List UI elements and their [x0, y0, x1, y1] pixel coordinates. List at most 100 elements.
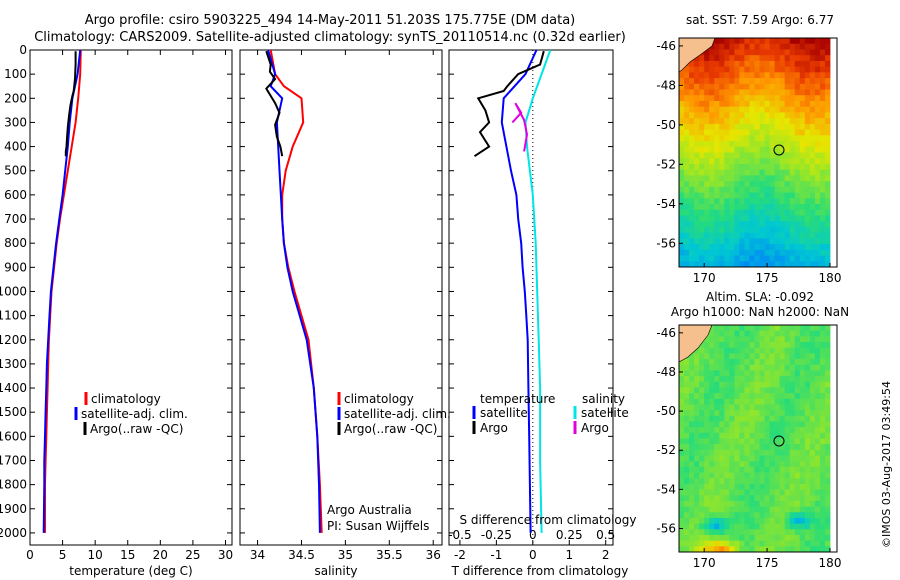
map-cell [709, 387, 715, 394]
map-cell [819, 163, 826, 171]
map-cell [749, 330, 755, 337]
map-cell [734, 221, 740, 228]
map-cell [699, 523, 705, 530]
map-cell [774, 330, 781, 337]
map-cell [774, 238, 781, 245]
map-cell [784, 129, 791, 136]
map-cell [789, 100, 796, 108]
map-cell [724, 209, 730, 216]
map-cell [749, 410, 755, 417]
map-cell [814, 506, 821, 513]
map-cell [769, 49, 776, 56]
map-cell [819, 432, 826, 439]
map-cell [759, 135, 765, 142]
map-cell [724, 158, 730, 165]
map-cell [734, 181, 740, 188]
map-cell [779, 152, 786, 159]
map-cell [684, 244, 690, 251]
map-cell [804, 163, 811, 171]
map-cell [709, 495, 715, 502]
map-cell [744, 118, 750, 125]
map-cell [799, 529, 806, 536]
map-cell [774, 232, 781, 239]
map-cell [719, 249, 725, 256]
map-cell [809, 83, 816, 90]
map-cell [699, 129, 705, 136]
map-cell [699, 347, 705, 354]
map-cell [754, 455, 760, 462]
map-cell [699, 478, 705, 485]
map-cell [679, 438, 685, 445]
series-line-temperature-satellite [500, 50, 538, 533]
map-cell [749, 209, 755, 216]
map-cell [799, 478, 806, 485]
map-cell [709, 192, 715, 199]
map-cell [714, 381, 720, 388]
map-cell [709, 238, 715, 245]
map-cell [814, 204, 821, 211]
map-cell [709, 466, 715, 473]
map-cell [704, 249, 710, 256]
map-cell [679, 118, 685, 125]
map-cell [704, 517, 710, 525]
map-cell [709, 461, 715, 468]
map-cell [704, 49, 710, 56]
depth-axis: 0100200300400500600700800900100011001200… [0, 43, 27, 540]
map-cell [824, 60, 831, 68]
map-cell [679, 393, 685, 400]
map-cell [774, 123, 781, 131]
map-cell [719, 232, 725, 239]
map-cell [759, 158, 765, 165]
map-cell [764, 359, 770, 366]
map-cell [689, 129, 695, 136]
map-cell [724, 152, 730, 159]
map-cell [709, 181, 715, 188]
map-cell [759, 244, 765, 251]
map-cell [799, 342, 806, 349]
map-cell [689, 152, 695, 159]
map-cell [794, 83, 801, 90]
map-cell [704, 381, 710, 388]
map-cell [699, 364, 705, 371]
map-cell [729, 38, 735, 45]
map-cell [764, 244, 770, 251]
map-cell [794, 495, 801, 502]
depth-tick-label: 1300 [0, 357, 27, 371]
map-cell [764, 38, 770, 45]
map-cell [769, 60, 776, 68]
map-cell [804, 112, 811, 119]
map-cell [694, 100, 700, 108]
map-cell [809, 221, 816, 228]
map-cell [809, 158, 816, 165]
map-cell [789, 192, 796, 199]
map-cell [774, 336, 781, 343]
map-cell [799, 135, 806, 142]
map-cell [739, 66, 745, 73]
lat-tick-label: -52 [656, 443, 676, 457]
map-cell [774, 152, 781, 159]
map-cell [754, 512, 760, 519]
map-cell [754, 123, 760, 131]
map-cell [784, 232, 791, 239]
x-tick-label: 15 [120, 548, 135, 562]
map-cell [779, 506, 786, 513]
map-cell [769, 123, 776, 131]
map-cell [784, 432, 791, 439]
map-cell [739, 472, 745, 479]
map-cell [779, 118, 786, 125]
map-cell [814, 495, 821, 502]
map-cell [714, 255, 720, 262]
map-cell [729, 512, 735, 519]
temperature-axis: 0 5 10 15 20 25 30 [26, 49, 233, 562]
map-cell [699, 209, 705, 216]
map-cell [789, 204, 796, 211]
map-cell [709, 261, 715, 268]
map-cell [699, 169, 705, 176]
map-cell [719, 376, 725, 383]
map-cell [774, 66, 781, 73]
map-cell [684, 444, 690, 451]
map-cell [724, 118, 730, 125]
map-cell [679, 449, 685, 456]
map-cell [684, 181, 690, 188]
map-cell [824, 517, 831, 525]
